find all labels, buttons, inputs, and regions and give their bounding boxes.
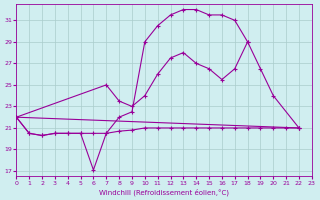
- X-axis label: Windchill (Refroidissement éolien,°C): Windchill (Refroidissement éolien,°C): [99, 188, 229, 196]
